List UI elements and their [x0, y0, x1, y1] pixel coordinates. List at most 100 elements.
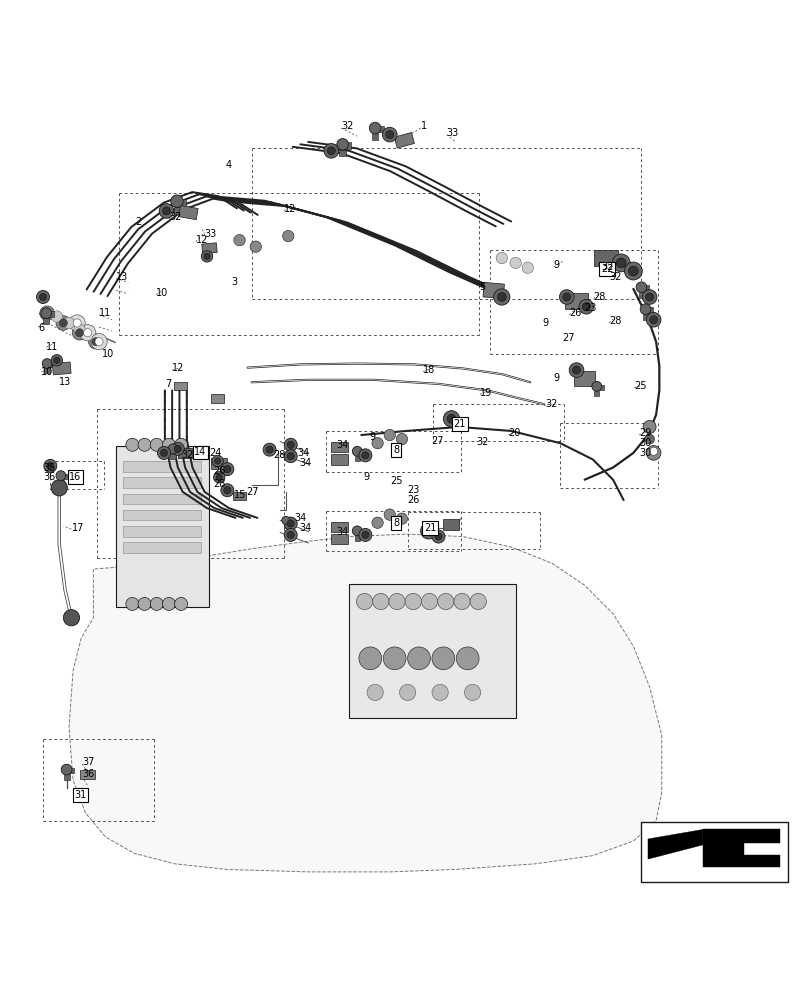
Bar — [123, 494, 200, 504]
Polygon shape — [647, 829, 702, 859]
Circle shape — [162, 597, 175, 610]
Polygon shape — [52, 362, 71, 375]
Circle shape — [421, 593, 437, 610]
Circle shape — [454, 418, 467, 431]
Circle shape — [234, 234, 245, 246]
Circle shape — [352, 446, 362, 456]
Circle shape — [642, 420, 655, 433]
Text: 1: 1 — [420, 121, 427, 131]
Circle shape — [250, 241, 261, 252]
Text: 32: 32 — [181, 450, 193, 460]
Circle shape — [159, 204, 174, 218]
Circle shape — [126, 438, 139, 451]
Circle shape — [644, 434, 654, 444]
Text: 17: 17 — [71, 523, 84, 533]
Circle shape — [56, 471, 66, 481]
Circle shape — [168, 444, 178, 454]
Polygon shape — [331, 454, 347, 465]
Polygon shape — [574, 371, 594, 386]
Bar — [358, 529, 364, 534]
Bar — [641, 822, 787, 882]
Circle shape — [40, 306, 54, 321]
Circle shape — [372, 593, 388, 610]
Circle shape — [174, 445, 181, 452]
Text: 36: 36 — [43, 472, 55, 482]
Text: 10: 10 — [156, 288, 168, 298]
Circle shape — [362, 531, 368, 538]
Circle shape — [420, 523, 436, 539]
Text: 28: 28 — [273, 450, 285, 460]
Bar — [594, 391, 599, 396]
Circle shape — [75, 329, 84, 337]
Circle shape — [162, 207, 170, 215]
Text: 23: 23 — [584, 303, 596, 313]
Polygon shape — [702, 829, 779, 855]
Text: 3: 3 — [231, 277, 238, 287]
Circle shape — [649, 316, 657, 324]
Polygon shape — [593, 250, 617, 266]
Bar — [283, 524, 288, 528]
Circle shape — [42, 359, 52, 368]
Bar — [354, 456, 359, 461]
Circle shape — [73, 319, 81, 327]
Bar — [597, 385, 603, 390]
Circle shape — [327, 147, 335, 155]
Text: 5: 5 — [478, 282, 485, 292]
Polygon shape — [331, 522, 347, 532]
Circle shape — [216, 474, 222, 480]
Circle shape — [157, 446, 170, 459]
Polygon shape — [211, 394, 224, 403]
Polygon shape — [80, 770, 95, 779]
Circle shape — [405, 593, 421, 610]
Text: 10: 10 — [41, 367, 54, 377]
Text: 25: 25 — [633, 381, 646, 391]
Text: 9: 9 — [553, 373, 560, 383]
Text: 32: 32 — [601, 262, 613, 272]
Circle shape — [628, 266, 637, 276]
Text: 28: 28 — [593, 292, 605, 302]
Bar — [45, 368, 49, 373]
Circle shape — [642, 290, 656, 304]
Text: 13: 13 — [116, 272, 128, 282]
Polygon shape — [211, 458, 227, 469]
Circle shape — [358, 647, 381, 670]
Circle shape — [284, 517, 297, 530]
Circle shape — [213, 472, 225, 483]
Polygon shape — [483, 282, 504, 299]
Circle shape — [358, 528, 371, 541]
Circle shape — [171, 442, 184, 455]
Bar — [48, 362, 54, 367]
Polygon shape — [202, 243, 217, 254]
Bar — [354, 535, 359, 541]
Circle shape — [214, 458, 221, 464]
Polygon shape — [68, 474, 80, 482]
Bar — [123, 461, 200, 472]
Circle shape — [611, 254, 629, 272]
Circle shape — [84, 329, 92, 337]
Text: 32: 32 — [169, 212, 181, 222]
Bar — [646, 307, 653, 313]
Text: 32: 32 — [545, 399, 557, 409]
Bar — [47, 311, 54, 317]
Circle shape — [521, 262, 533, 273]
Text: 9: 9 — [363, 472, 370, 482]
Circle shape — [396, 433, 407, 445]
Circle shape — [464, 684, 480, 701]
Circle shape — [639, 304, 650, 315]
Bar — [170, 453, 175, 459]
Circle shape — [224, 466, 230, 473]
Polygon shape — [69, 534, 661, 872]
Text: 30: 30 — [638, 448, 650, 458]
Circle shape — [287, 441, 294, 448]
Bar — [286, 519, 291, 523]
Circle shape — [509, 257, 521, 269]
Text: 2: 2 — [135, 217, 141, 227]
Text: 22: 22 — [600, 264, 613, 274]
Text: 29: 29 — [638, 428, 650, 438]
Circle shape — [435, 533, 441, 540]
Text: 9: 9 — [553, 260, 560, 270]
Circle shape — [646, 446, 660, 460]
Circle shape — [284, 438, 297, 451]
Text: 14: 14 — [194, 447, 207, 457]
Bar — [371, 133, 378, 140]
